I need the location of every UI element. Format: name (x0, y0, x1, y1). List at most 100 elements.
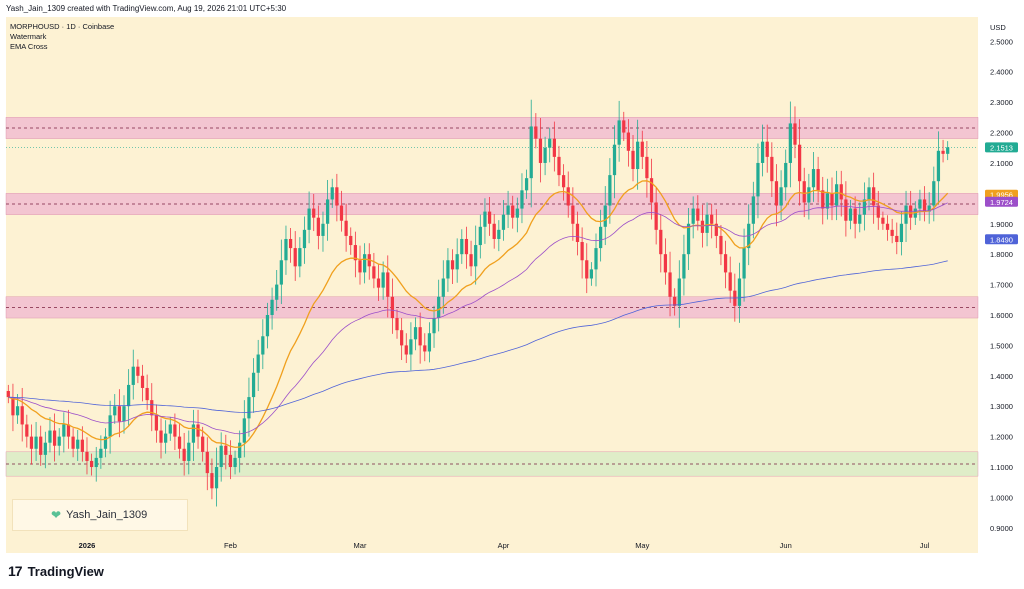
y-tick-label: 1.4000 (990, 372, 1013, 381)
candle-body (201, 436, 205, 452)
candle-body (177, 436, 182, 449)
candle-body (275, 284, 279, 300)
candle-body (312, 208, 316, 218)
candle-body (400, 330, 404, 346)
candle-body (779, 187, 783, 206)
candle (557, 145, 561, 187)
candle-body (631, 150, 635, 170)
candle-body (80, 439, 84, 452)
candle (946, 141, 950, 161)
candle (219, 432, 223, 482)
candle (478, 214, 482, 259)
candle-body (705, 214, 709, 233)
indicator-watermark[interactable]: Watermark (10, 32, 47, 41)
candle (66, 409, 71, 449)
candle-body (511, 205, 515, 218)
candle (395, 309, 399, 339)
candle (617, 100, 621, 162)
symbol-title[interactable]: MORPHOUSD · 1D · Coinbase (10, 22, 115, 31)
candle-body (432, 318, 436, 334)
candle (492, 214, 496, 249)
candle (307, 191, 311, 244)
candle-body (932, 181, 936, 206)
candle (349, 227, 353, 255)
candle-body (825, 193, 829, 209)
candle (636, 119, 640, 190)
candle (501, 200, 506, 241)
candle-body (797, 144, 802, 182)
candle-body (339, 205, 344, 221)
candle-body (885, 223, 890, 230)
candle-body (159, 430, 163, 443)
candle-body (363, 254, 367, 273)
candle-body (936, 150, 941, 182)
candle-body (381, 272, 385, 288)
candle (103, 428, 108, 458)
candle (261, 319, 265, 370)
y-tick-label: 2.4000 (990, 68, 1013, 77)
footer: 17 TradingView (8, 563, 104, 579)
candle-body (256, 354, 260, 373)
candle (224, 434, 228, 470)
candle (321, 211, 325, 252)
candle-body (742, 248, 746, 279)
indicator-ema-cross[interactable]: EMA Cross (10, 42, 48, 51)
candle (390, 278, 395, 334)
candle-body (302, 229, 307, 249)
candle-body (353, 245, 357, 261)
candle-body (811, 169, 816, 188)
candle (941, 139, 945, 163)
y-tick-label: 2.3000 (990, 98, 1013, 107)
candle (20, 387, 24, 442)
candle (182, 432, 186, 476)
x-tick-label: Apr (498, 541, 510, 550)
candle-body (427, 333, 432, 352)
candle-body (649, 178, 654, 203)
candle-body (844, 199, 848, 221)
tv-logo-icon[interactable]: 17 (8, 563, 23, 579)
candle (71, 428, 75, 458)
candle (316, 205, 320, 250)
candle (353, 231, 357, 278)
candle-body (288, 238, 293, 249)
brand-name[interactable]: TradingView (27, 563, 104, 579)
candle-body (140, 375, 145, 388)
candle-body (413, 327, 418, 340)
candle-body (94, 457, 98, 468)
candle (62, 412, 66, 453)
candle (386, 255, 390, 318)
candle-body (242, 418, 246, 443)
price-label: 1.8490 (990, 235, 1013, 244)
candle (751, 181, 755, 239)
candle (774, 164, 779, 227)
candle (580, 227, 584, 279)
candle (529, 99, 533, 208)
candle (686, 207, 691, 270)
candle (594, 233, 598, 287)
candle-body (335, 187, 339, 206)
candle (932, 166, 936, 222)
candle (825, 178, 829, 220)
candle (922, 186, 927, 222)
candle (335, 173, 339, 222)
candle (645, 141, 649, 198)
candle (918, 189, 922, 221)
candle (173, 413, 177, 450)
candle-body (543, 147, 547, 163)
y-tick-label: 2.5000 (990, 37, 1013, 46)
candle (673, 288, 677, 316)
candle-body (182, 448, 186, 461)
candle (728, 256, 732, 303)
y-tick-label: 1.1000 (990, 463, 1013, 472)
candle (339, 190, 344, 232)
candle-body (760, 141, 765, 163)
candle (659, 214, 663, 273)
candle-body (418, 327, 422, 346)
candle (145, 374, 149, 410)
candle-body (390, 296, 395, 319)
candle (561, 164, 566, 201)
candle (376, 263, 381, 302)
candle-body (150, 400, 154, 416)
price-axis-panel[interactable] (978, 17, 1018, 553)
